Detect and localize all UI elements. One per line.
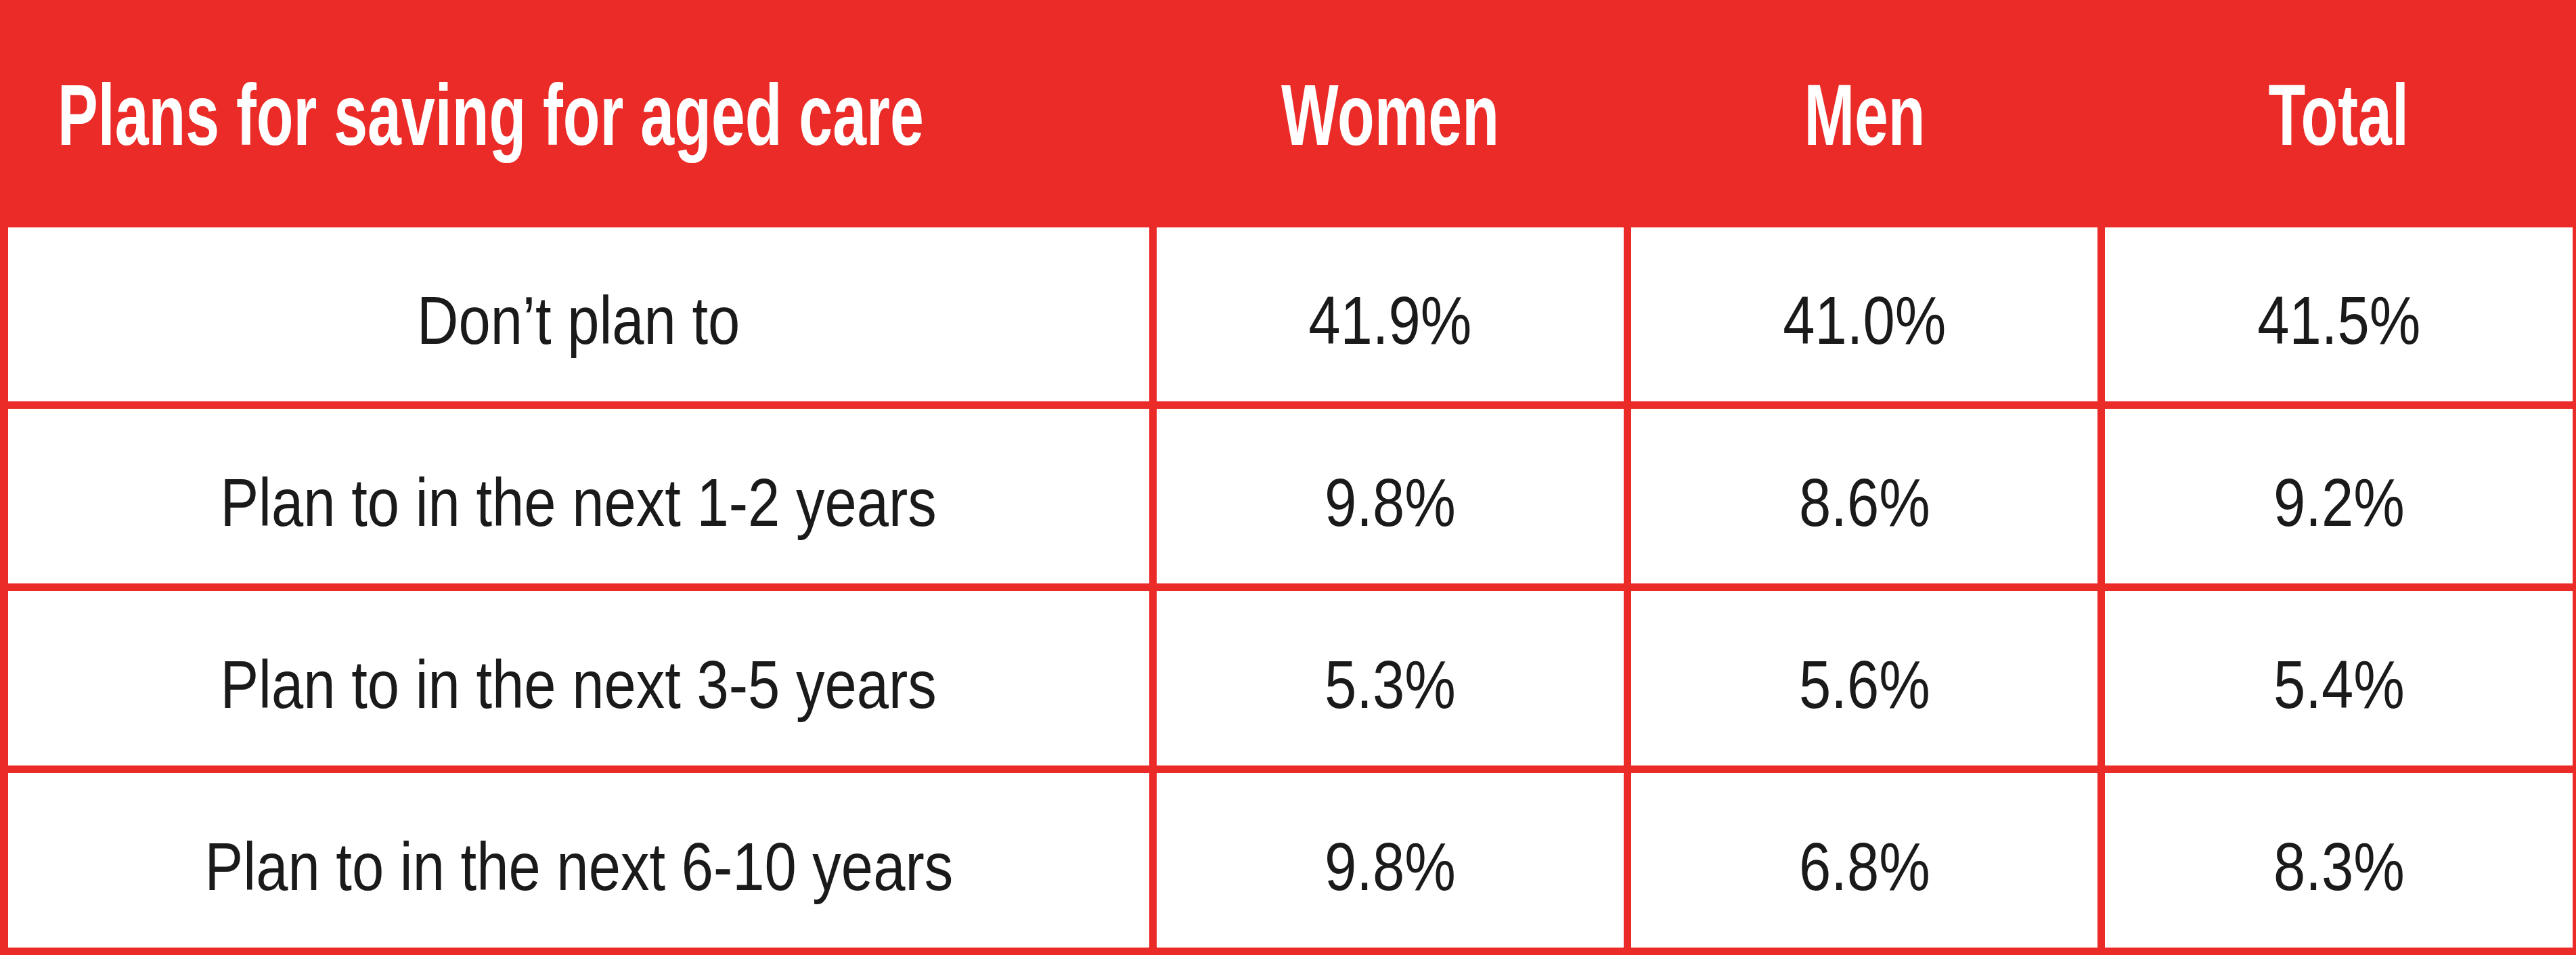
value-text: 8.6% — [1799, 464, 1930, 541]
row-label-dont-plan: Don’t plan to — [8, 227, 1149, 401]
row-label-1-2-years: Plan to in the next 1-2 years — [8, 409, 1149, 583]
value-women-row1: 41.9% — [1157, 227, 1624, 401]
header-cell-total: Total — [2105, 0, 2573, 220]
value-text: 41.0% — [1783, 282, 1946, 359]
value-text: 41.5% — [2257, 282, 2420, 359]
value-text: 8.3% — [2273, 828, 2405, 906]
value-men-row2: 8.6% — [1631, 409, 2097, 583]
value-text: 9.8% — [1325, 464, 1456, 541]
value-text: 9.2% — [2273, 464, 2405, 541]
header-cell-plans: Plans for saving for aged care — [8, 0, 1149, 220]
value-text: 6.8% — [1799, 828, 1930, 906]
row-label-6-10-years: Plan to in the next 6-10 years — [8, 773, 1149, 948]
value-women-row4: 9.8% — [1157, 773, 1624, 948]
value-total-row3: 5.4% — [2105, 591, 2573, 765]
value-total-row1: 41.5% — [2105, 227, 2573, 401]
row-label-text: Plan to in the next 1-2 years — [221, 464, 937, 541]
value-men-row1: 41.0% — [1631, 227, 2097, 401]
value-men-row3: 5.6% — [1631, 591, 2097, 765]
row-label-3-5-years: Plan to in the next 3-5 years — [8, 591, 1149, 765]
value-men-row4: 6.8% — [1631, 773, 2097, 948]
value-text: 9.8% — [1325, 828, 1456, 906]
header-title: Plans for saving for aged care — [58, 65, 924, 164]
header-cell-women: Women — [1157, 0, 1624, 220]
value-text: 5.3% — [1325, 646, 1456, 724]
header-men-label: Men — [1804, 65, 1925, 164]
value-text: 5.4% — [2273, 646, 2405, 724]
value-total-row4: 8.3% — [2105, 773, 2573, 948]
value-women-row3: 5.3% — [1157, 591, 1624, 765]
header-women-label: Women — [1281, 65, 1499, 164]
value-total-row2: 9.2% — [2105, 409, 2573, 583]
row-label-text: Plan to in the next 6-10 years — [204, 828, 953, 906]
value-text: 41.9% — [1308, 282, 1471, 359]
plans-for-saving-table: Plans for saving for aged care Women Men… — [0, 0, 2576, 955]
row-label-text: Don’t plan to — [417, 282, 740, 359]
value-text: 5.6% — [1799, 646, 1930, 724]
header-cell-men: Men — [1631, 0, 2097, 220]
row-label-text: Plan to in the next 3-5 years — [221, 646, 937, 724]
value-women-row2: 9.8% — [1157, 409, 1624, 583]
header-total-label: Total — [2269, 65, 2409, 164]
